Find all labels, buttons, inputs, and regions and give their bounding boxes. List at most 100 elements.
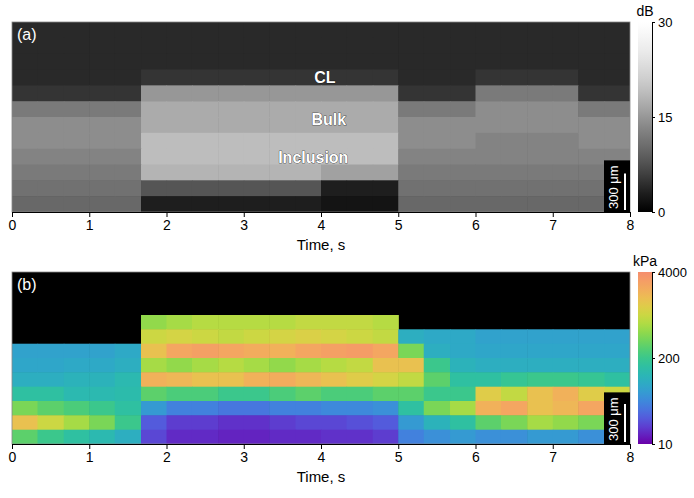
heat-cell — [346, 149, 373, 165]
x-axis-title: Time, s — [297, 236, 346, 253]
heat-cell — [192, 358, 219, 373]
heat-cell — [605, 344, 630, 359]
heat-cell — [269, 70, 296, 86]
heat-cell — [476, 358, 502, 373]
heat-cell — [64, 85, 90, 101]
heat-cell — [89, 165, 115, 181]
heat-cell — [269, 117, 296, 133]
x-tick-label: 0 — [9, 217, 17, 233]
heat-cell — [424, 329, 451, 344]
heat-cell — [553, 415, 579, 430]
heat-cell — [218, 180, 244, 196]
heat-cell — [37, 387, 64, 402]
colorbar-tick-mark — [652, 272, 655, 273]
heat-cell — [605, 329, 630, 344]
heat-cell — [476, 372, 502, 387]
heat-cell — [450, 117, 476, 133]
heat-cell — [218, 372, 244, 387]
heat-cell — [64, 117, 90, 133]
colorbar-axis-line — [653, 23, 656, 213]
heat-cell — [476, 387, 502, 402]
colorbar-tick-mark — [652, 22, 655, 23]
heat-cell — [553, 85, 579, 101]
panel-label: (a) — [17, 26, 37, 43]
colorbar-tick-label: 200 — [658, 351, 680, 366]
heat-cell — [89, 415, 115, 430]
x-tick-label: 2 — [163, 449, 171, 465]
heat-cell — [296, 329, 322, 344]
heat-cell — [115, 133, 142, 149]
heat-cell — [424, 401, 451, 416]
heat-cell — [373, 401, 399, 416]
heat-cell — [167, 149, 193, 165]
heat-cell — [37, 54, 64, 70]
heat-cell — [424, 38, 451, 54]
heat-cell — [12, 401, 38, 416]
heat-cell — [553, 38, 579, 54]
heat-cell — [553, 165, 579, 181]
heat-cell — [89, 372, 115, 387]
heat-cell — [605, 85, 630, 101]
heat-cell — [89, 54, 115, 70]
heat-cell — [89, 149, 115, 165]
heat-cell — [12, 430, 38, 444]
heat-cell — [218, 22, 244, 38]
heat-cell — [296, 38, 322, 54]
heat-cell — [501, 196, 528, 212]
heat-cell — [346, 22, 373, 38]
heat-cell — [141, 180, 167, 196]
heat-cell — [553, 196, 579, 212]
heat-cell — [527, 54, 553, 70]
heat-cell — [373, 329, 399, 344]
heat-cell — [373, 344, 399, 359]
heat-cell — [450, 401, 476, 416]
heat-cell — [476, 22, 502, 38]
heat-cell — [501, 117, 528, 133]
heat-cell — [141, 165, 167, 181]
heat-cell — [89, 133, 115, 149]
heat-cell — [501, 101, 528, 117]
x-tick: 3 — [240, 212, 248, 233]
heat-cell — [244, 165, 270, 181]
heat-cell — [373, 149, 399, 165]
heat-cell — [398, 85, 424, 101]
heat-cell — [141, 430, 167, 444]
heat-cell — [167, 372, 193, 387]
heat-cell — [398, 415, 424, 430]
heat-cell — [424, 54, 451, 70]
heat-cell — [296, 315, 322, 330]
heat-cell — [115, 196, 142, 212]
plot-background — [12, 272, 630, 444]
heat-cell — [321, 415, 347, 430]
heat-cell — [578, 358, 605, 373]
heat-cell — [192, 70, 219, 86]
heat-cell — [167, 133, 193, 149]
x-tick: 5 — [395, 212, 403, 233]
heat-cell — [578, 54, 605, 70]
heat-cell — [12, 101, 38, 117]
heat-cell — [89, 70, 115, 86]
heat-cell — [12, 358, 38, 373]
heat-cell — [141, 54, 167, 70]
heat-cell — [527, 329, 553, 344]
heat-cell — [192, 387, 219, 402]
heat-cell — [141, 149, 167, 165]
heat-cell — [424, 117, 451, 133]
x-tick: 0 — [9, 444, 17, 465]
heat-cell — [12, 54, 38, 70]
heat-cell — [141, 196, 167, 212]
heat-cell — [12, 372, 38, 387]
heat-cell — [167, 70, 193, 86]
heat-cell — [501, 329, 528, 344]
heat-cell — [167, 117, 193, 133]
figure: 012345678Time, s(a)CLBulkInclusion300 μm… — [0, 0, 694, 498]
heat-cell — [346, 101, 373, 117]
heat-cell — [373, 85, 399, 101]
x-tick-label: 5 — [395, 449, 403, 465]
heat-cell — [141, 22, 167, 38]
scale-bar: 300 μm — [604, 392, 630, 444]
x-tick: 7 — [549, 444, 557, 465]
heat-cell — [269, 329, 296, 344]
heat-cell — [321, 38, 347, 54]
heat-cell — [578, 415, 605, 430]
